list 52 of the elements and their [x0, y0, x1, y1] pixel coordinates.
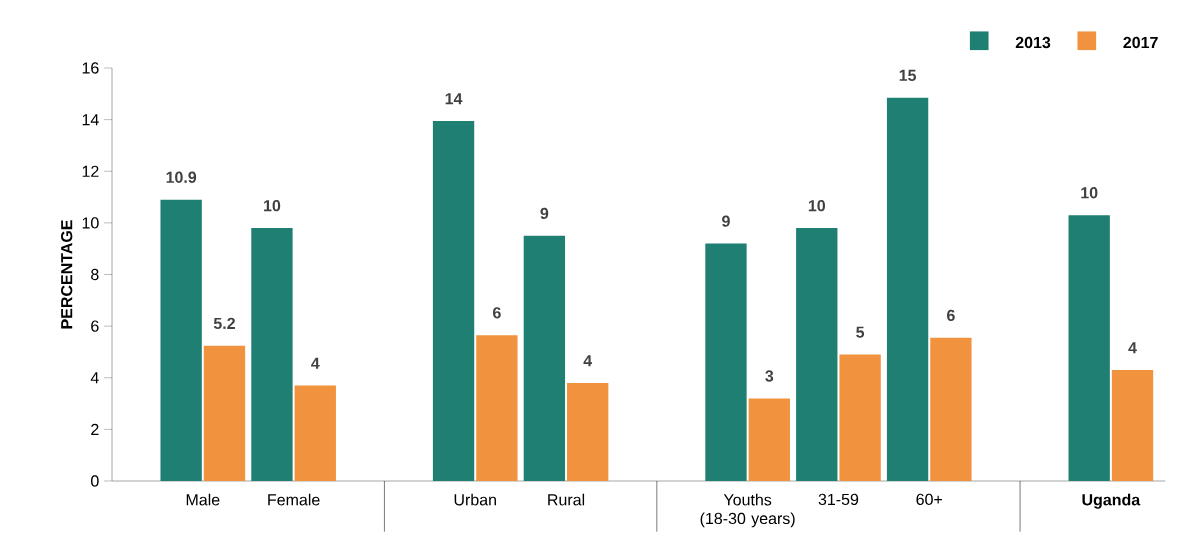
bar	[476, 335, 518, 481]
bar	[567, 382, 609, 481]
data-label: 9	[722, 215, 730, 227]
data-label: 9	[540, 207, 549, 220]
y-tick-label: 12	[82, 165, 99, 177]
bar	[1111, 370, 1154, 481]
data-label: 14	[445, 93, 463, 105]
data-label: 10	[264, 200, 281, 212]
y-tick-label: 10	[82, 217, 99, 229]
bar	[432, 120, 475, 481]
data-label: 10	[1081, 187, 1098, 199]
bar	[839, 354, 881, 481]
data-label: 15	[899, 69, 917, 81]
bar	[251, 228, 293, 481]
bar	[203, 345, 246, 481]
y-tick-label: 2	[91, 423, 99, 435]
y-tick-label: 16	[82, 62, 99, 74]
bar	[930, 337, 972, 481]
bar	[886, 97, 929, 481]
data-label: 4	[1128, 342, 1137, 354]
data-label: 5	[856, 326, 865, 338]
y-tick-label: 0	[91, 475, 99, 487]
data-label: 6	[493, 307, 501, 319]
data-label: 5.2	[213, 317, 235, 330]
bar	[748, 398, 790, 481]
y-tick-label: 8	[91, 268, 99, 281]
data-label: 3	[765, 370, 774, 382]
bar	[294, 385, 336, 481]
bar	[160, 199, 202, 481]
y-axis-title: PERCENTAGE	[61, 220, 73, 329]
legend-label: 2013	[1015, 36, 1051, 49]
x-tick-label: Urban	[454, 493, 496, 506]
bar	[796, 228, 838, 481]
x-tick-label: 60+	[916, 493, 943, 506]
x-tick-label: Female	[268, 493, 320, 506]
y-tick-label: 4	[90, 372, 99, 384]
data-label: 10	[808, 200, 826, 212]
x-tick-label: Uganda	[1082, 493, 1141, 509]
x-tick-label: Male	[186, 493, 220, 506]
x-tick-label: Youths (18-30 years)	[700, 493, 795, 528]
bar	[1068, 215, 1110, 481]
data-label: 4	[311, 357, 320, 369]
bar	[705, 243, 747, 481]
bar	[523, 235, 566, 481]
x-tick-label: 31-59	[818, 493, 859, 506]
data-label: 6	[947, 309, 955, 322]
data-label: 10.9	[166, 171, 197, 183]
data-label: 4	[583, 355, 593, 367]
y-tick-label: 14	[82, 114, 99, 126]
x-tick-label: Rural	[548, 493, 585, 506]
y-tick-label: 6	[91, 320, 99, 332]
legend-label: 2017	[1123, 36, 1158, 49]
